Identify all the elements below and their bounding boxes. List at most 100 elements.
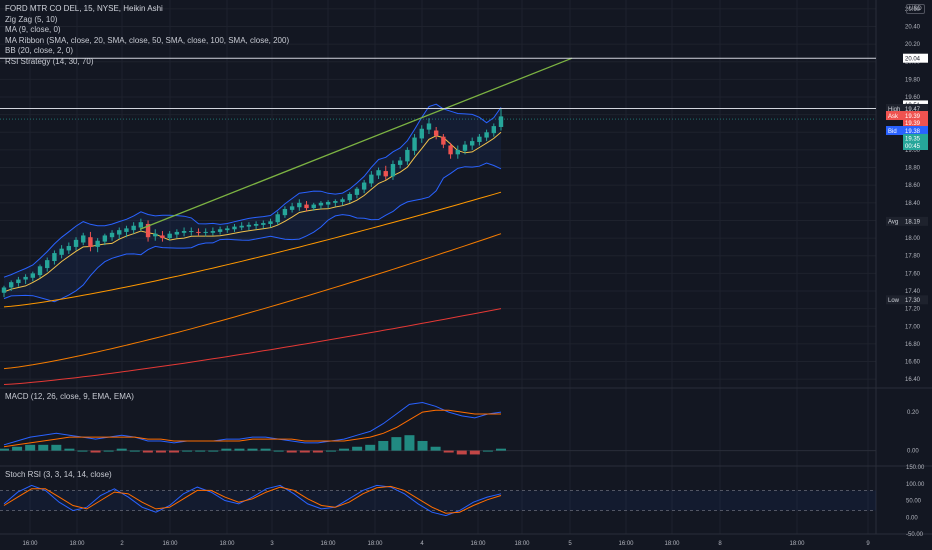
candle-body xyxy=(138,222,144,228)
candle-body xyxy=(117,230,122,235)
macd-histogram-bar xyxy=(378,440,389,451)
price-label-box xyxy=(903,126,928,136)
macd-histogram-bar xyxy=(443,450,454,453)
price-label-box xyxy=(903,103,928,113)
time-tick-label: 8 xyxy=(718,541,722,547)
candle-body xyxy=(268,221,273,224)
macd-histogram-bar xyxy=(482,450,493,452)
candle-body xyxy=(1,287,7,293)
price-label-tag: Bid xyxy=(888,129,897,135)
macd-pane-label[interactable]: MACD (12, 26, close, 9, EMA, EMA) xyxy=(5,392,134,401)
macd-histogram-bar xyxy=(247,448,258,451)
candle-body xyxy=(318,202,324,206)
macd-histogram-bar xyxy=(90,450,101,453)
price-label-tag: High xyxy=(888,107,900,113)
candle-body xyxy=(239,225,244,228)
candle-body xyxy=(9,282,14,288)
price-label-tag-box xyxy=(886,126,903,136)
candle-body xyxy=(81,235,86,243)
trend-line xyxy=(139,57,573,230)
price-label-value: 19.38 xyxy=(905,129,921,135)
time-tick-label: 16:00 xyxy=(22,541,38,547)
macd-histogram-bar xyxy=(404,435,415,451)
candle-body xyxy=(419,128,424,139)
price-tick-label: 17.60 xyxy=(905,271,921,277)
price-label-value: 17.30 xyxy=(905,298,921,304)
candle-body xyxy=(102,235,108,242)
candle-body xyxy=(289,206,295,210)
candle-body xyxy=(369,174,374,184)
macd-histogram-bar xyxy=(430,446,441,451)
price-label-tag: Low xyxy=(888,298,900,304)
candle-body xyxy=(282,208,288,216)
candle-body xyxy=(340,199,345,202)
currency-badge[interactable]: USD xyxy=(906,4,925,14)
macd-histogram-bar xyxy=(417,440,428,451)
candle-body xyxy=(181,231,187,233)
candle-body xyxy=(95,240,100,247)
indicator-bb[interactable]: BB (20, close, 2, 0) xyxy=(5,46,74,55)
candle-body xyxy=(261,223,266,225)
price-label-value: 19.35 xyxy=(905,137,921,143)
price-label-tag-box xyxy=(886,103,903,113)
symbol-title[interactable]: FORD MTR CO DEL, 15, NYSE, Heikin Ashi xyxy=(5,4,163,13)
candle-body xyxy=(30,273,36,278)
price-tick-label: 20.40 xyxy=(905,24,921,30)
price-label-tag-box xyxy=(886,295,903,305)
price-tick-label: 18.80 xyxy=(905,166,921,172)
price-label-value: 00:45 xyxy=(905,144,921,150)
chart-legend: FORD MTR CO DEL, 15, NYSE, Heikin Ashi Z… xyxy=(5,4,289,67)
price-tick-label: 18.60 xyxy=(905,183,921,189)
stoch-pane-label[interactable]: Stoch RSI (3, 3, 14, 14, close) xyxy=(5,470,112,479)
candle-body xyxy=(390,164,396,177)
macd-histogram-bar xyxy=(77,450,88,452)
price-tick-label: 17.00 xyxy=(905,324,921,330)
candle-body xyxy=(412,137,417,151)
candle-body xyxy=(124,228,129,232)
stoch-tick-label: -50.00 xyxy=(906,532,924,538)
price-label-box xyxy=(903,295,928,305)
candle-body xyxy=(347,194,352,201)
candle-body xyxy=(59,248,64,255)
time-tick-label: 4 xyxy=(420,541,424,547)
macd-histogram-bar xyxy=(496,448,506,451)
macd-histogram-bar xyxy=(25,444,36,451)
stoch-tick-label: 100.00 xyxy=(906,482,925,488)
indicator-rsi-strategy[interactable]: RSI Strategy (14, 30, 70) xyxy=(5,56,94,66)
indicator-ma-ribbon[interactable]: MA Ribbon (SMA, close, 20, SMA, close, 5… xyxy=(5,35,290,45)
price-tick-label: 16.60 xyxy=(905,360,921,366)
indicator-zigzag[interactable]: Zig Zag (5, 10) xyxy=(5,14,58,24)
candle-body xyxy=(311,204,316,209)
macd-histogram-bar xyxy=(299,450,310,453)
bollinger-band-fill xyxy=(4,104,501,302)
candle-body xyxy=(448,145,453,155)
macd-histogram-bar xyxy=(234,448,245,451)
price-label-value: 19.39 xyxy=(905,121,921,127)
price-tick-label: 17.20 xyxy=(905,307,921,313)
candle-body xyxy=(462,144,468,151)
candle-body xyxy=(397,160,403,165)
candle-body xyxy=(131,225,136,231)
candle-body xyxy=(484,132,489,138)
price-tick-label: 19.00 xyxy=(905,148,921,154)
ma-ribbon-100-line xyxy=(3,233,502,370)
candle-body xyxy=(196,231,201,233)
macd-histogram-bar xyxy=(103,450,114,452)
macd-histogram-bar xyxy=(339,448,350,451)
macd-histogram-bar xyxy=(325,450,336,452)
macd-line xyxy=(3,401,502,446)
macd-histogram-bar xyxy=(273,450,284,452)
time-tick-label: 18:00 xyxy=(664,541,680,547)
macd-tick-label: 0.00 xyxy=(907,449,919,455)
price-label-tag: Avg xyxy=(888,220,898,226)
candle-body xyxy=(491,126,496,134)
stoch-tick-label: 50.00 xyxy=(906,499,922,505)
macd-histogram-bar xyxy=(182,450,193,452)
price-label-box xyxy=(903,133,928,143)
stoch-band-fill xyxy=(0,490,876,511)
candle-body xyxy=(361,182,367,190)
indicator-ma[interactable]: MA (9, close, 0) xyxy=(5,25,61,34)
macd-histogram-bar xyxy=(64,448,75,451)
